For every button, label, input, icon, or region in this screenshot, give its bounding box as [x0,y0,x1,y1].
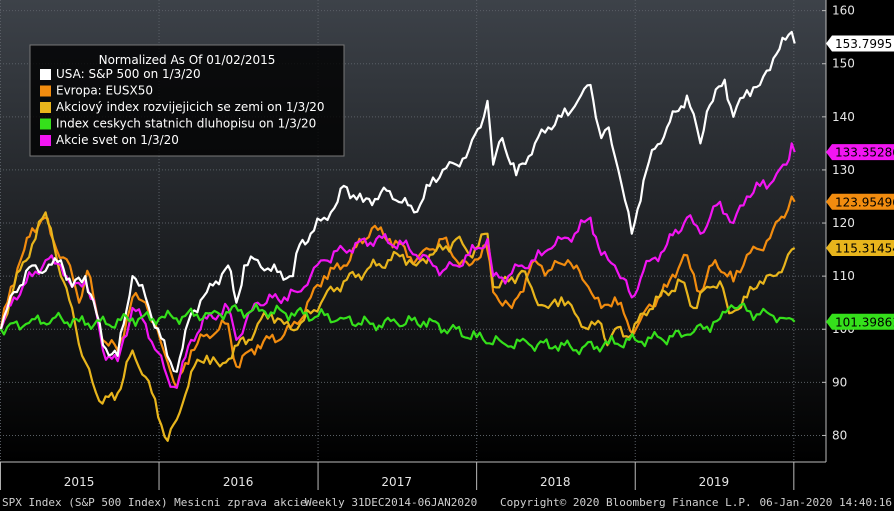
x-tick-label: 2016 [223,475,254,489]
last-value-label: 101.39861 [835,315,894,329]
x-tick-label: 2017 [381,475,412,489]
last-value-label: 133.35286 [835,146,894,160]
series-line-3 [0,302,796,356]
legend-label: USA: S&P 500 on 1/3/20 [56,67,201,81]
footer-middle: Weekly 31DEC2014-06JAN2020 [305,496,477,509]
y-tick-label: 80 [832,428,847,442]
y-tick-label: 160 [832,4,855,18]
y-tick-label: 150 [832,57,855,71]
legend-box [29,44,345,157]
series-line-4 [0,142,796,389]
series-line-2 [0,211,796,442]
legend-swatch [40,135,51,146]
legend-swatch [40,85,51,97]
last-value-tag [826,193,894,210]
last-value-tag [826,144,894,161]
y-tick-label: 110 [832,269,855,283]
legend-label: Akciový index rozvijejicich se zemi on 1… [56,100,325,114]
legend-label: Akcie svet on 1/3/20 [56,133,179,147]
legend-swatch [40,69,51,80]
legend-swatch [40,102,51,113]
legend-swatch [40,118,51,130]
last-value-tag [826,239,894,256]
legend-title: Normalized As Of 01/02/2015 [99,53,276,67]
footer-copyright: Copyright© 2020 Bloomberg Finance L.P. [500,496,752,509]
y-tick-label: 120 [832,216,855,230]
last-value-label: 115.31454 [835,241,894,255]
y-axis: 8090100110120130140150160 [822,0,855,462]
y-tick-label: 90 [832,375,847,389]
series-group [0,30,796,442]
last-value-tag [826,313,894,330]
legend-label: Index ceskych statnich dluhopisu on 1/3/… [56,117,316,131]
footer-timestamp: 06-Jan-2020 14:40:16 [760,496,892,509]
y-tick-label: 140 [832,110,855,124]
legend: Normalized As Of 01/02/2015 USA: S&P 500… [29,44,345,157]
last-value-tag [826,35,894,52]
x-tick-label: 2015 [64,475,95,489]
y-tick-label: 130 [832,163,855,177]
series-line-0 [0,30,796,373]
footer-left: SPX Index (S&P 500 Index) Mesicni zprava… [2,496,307,509]
legend-label: Evropa: EUSX50 [56,84,153,98]
last-value-label: 123.95496 [835,195,894,209]
last-value-label: 153.7995 [835,37,892,51]
last-value-labels: 153.7995 123.95496 115.31454 101.39861 133.3… [826,35,894,330]
grid [0,0,826,462]
x-tick-label: 2018 [540,475,571,489]
x-tick-label: 2019 [699,475,730,489]
footer: SPX Index (S&P 500 Index) Mesicni zprava… [2,496,892,509]
x-axis: 2015 2016 2017 2018 2019 [0,462,795,490]
